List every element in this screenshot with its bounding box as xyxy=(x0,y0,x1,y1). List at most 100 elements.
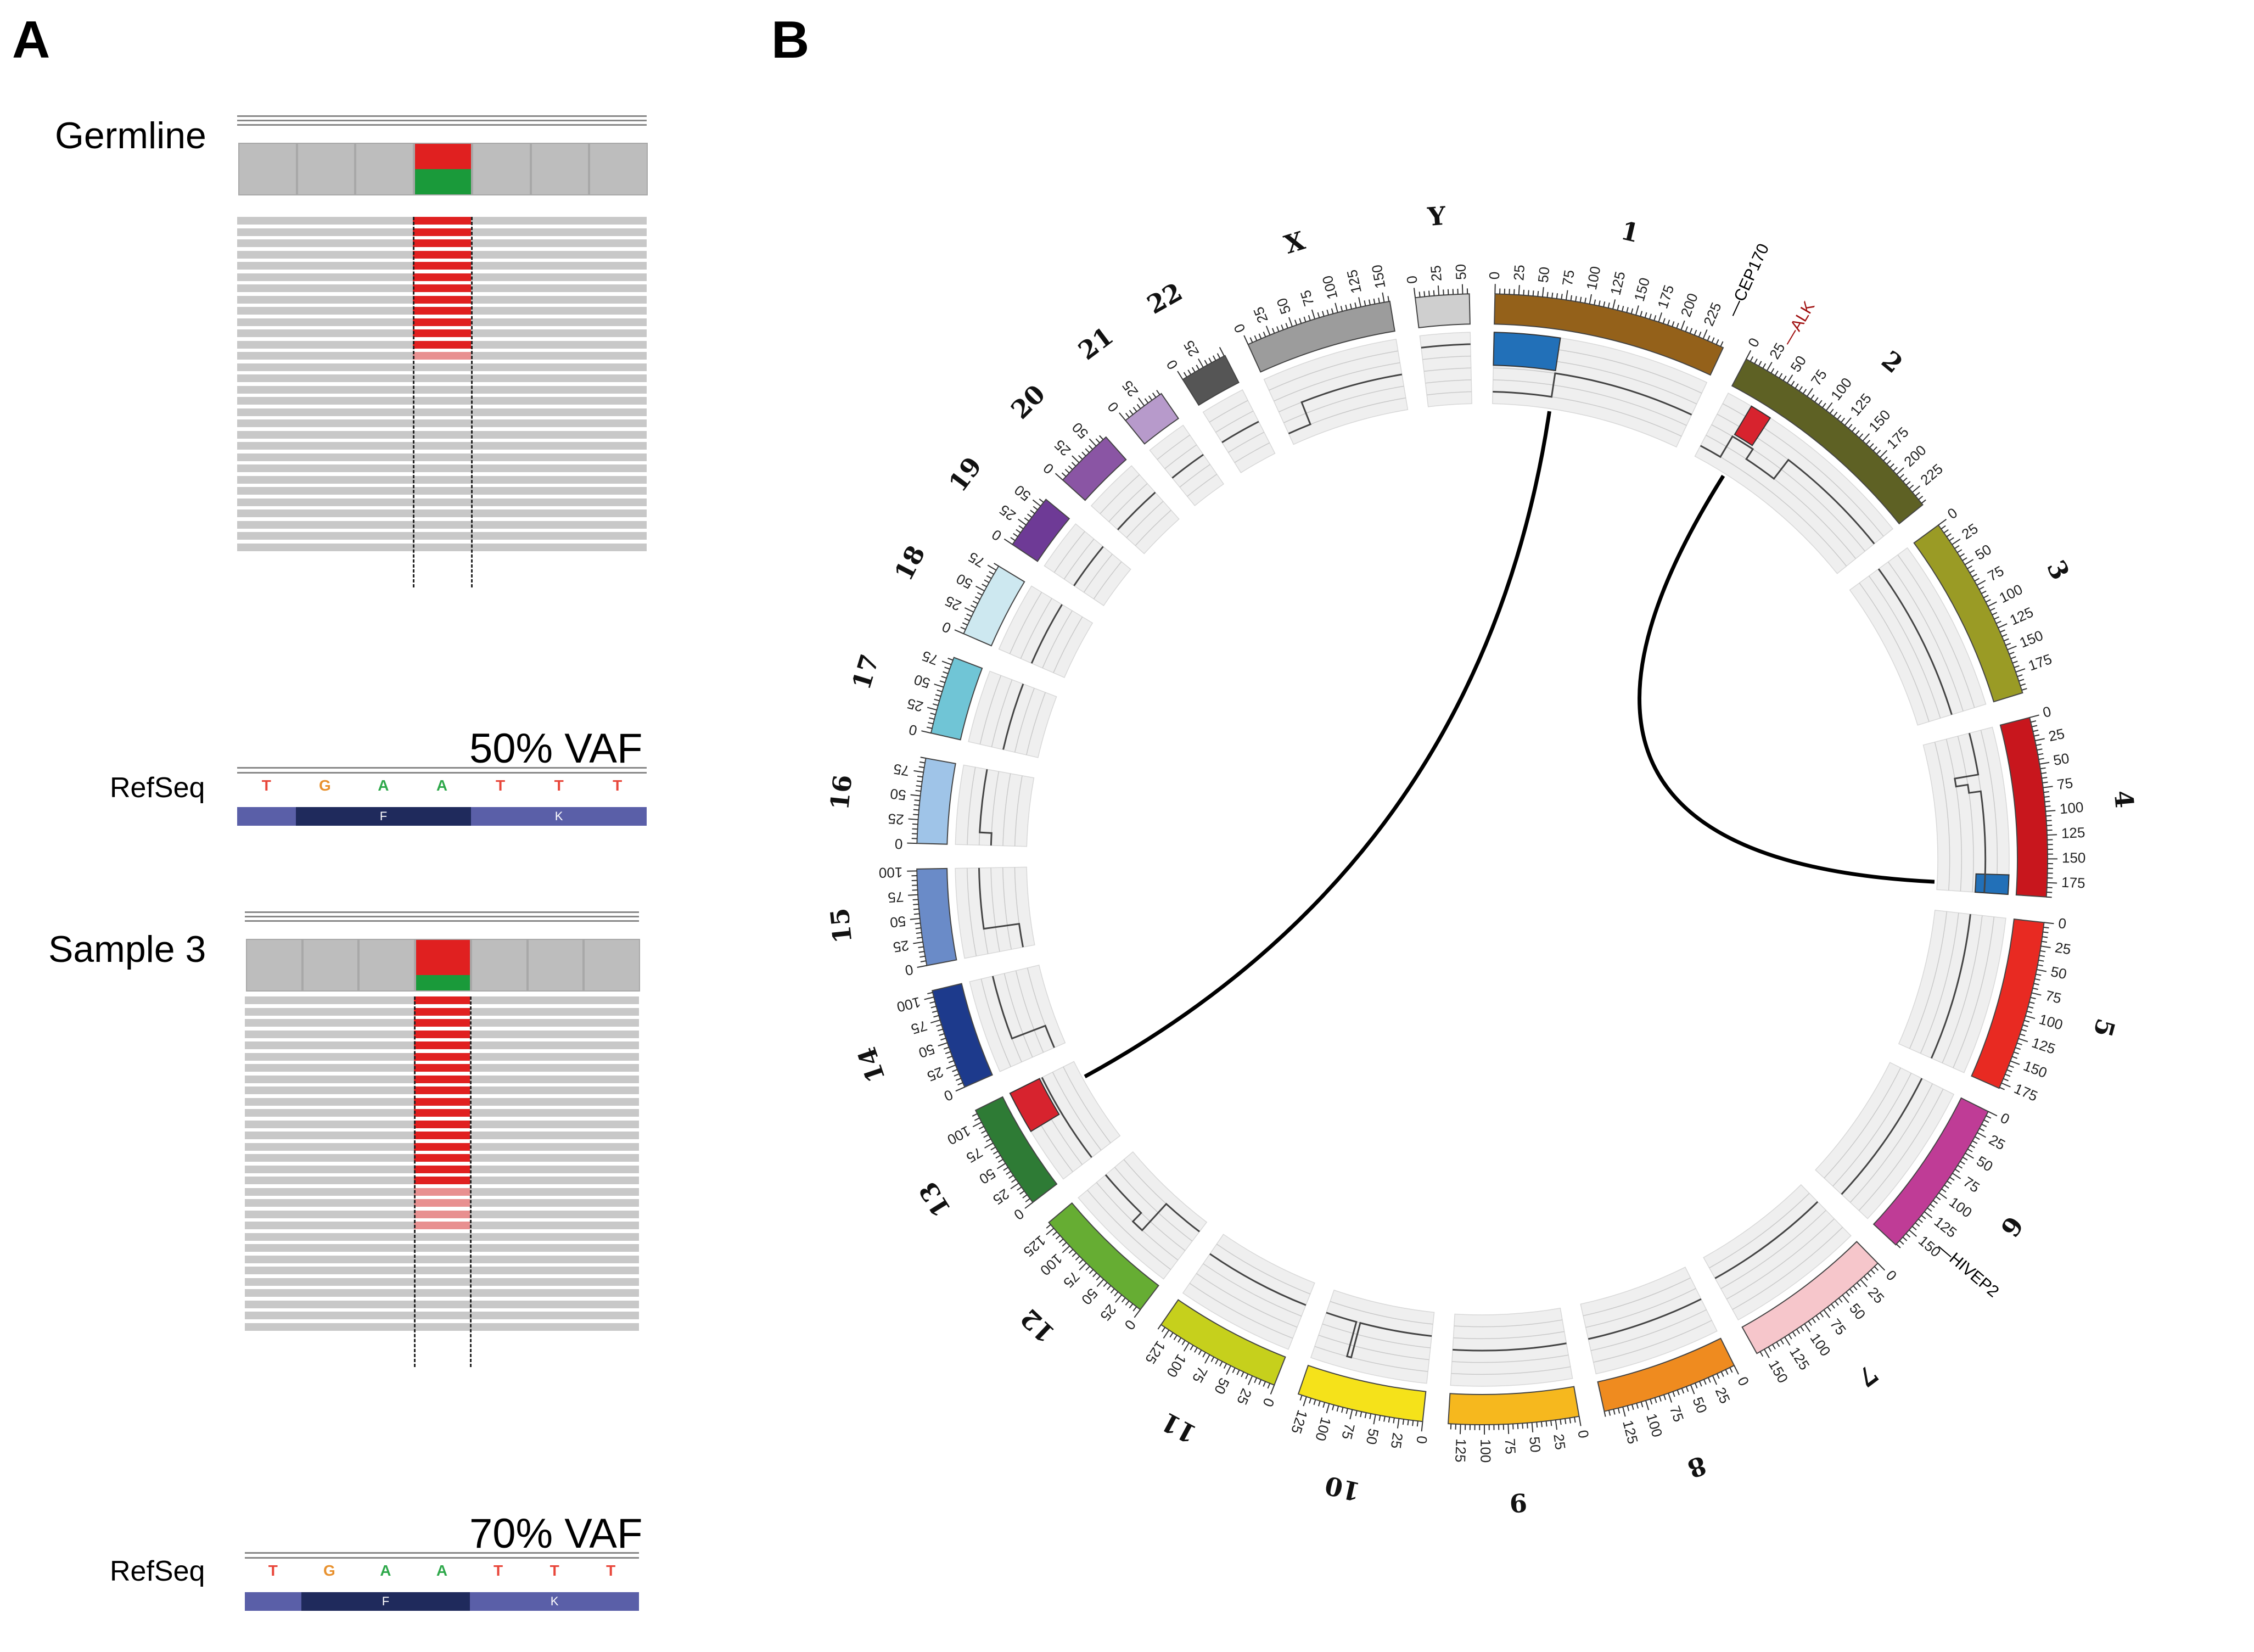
tick-mark xyxy=(2033,983,2039,985)
chrom-9-gridline xyxy=(1451,1366,1571,1375)
tick-mark xyxy=(1016,529,1021,534)
chrom-19-track xyxy=(1044,523,1131,607)
tick-mark xyxy=(1800,1326,1804,1331)
tick-mark xyxy=(2043,926,2049,929)
amino-acid: F xyxy=(301,1592,470,1611)
tick-mark xyxy=(1999,1087,2005,1090)
tick-mark xyxy=(913,908,919,910)
tick-mark xyxy=(1905,1233,1911,1238)
tick-mark xyxy=(1782,376,1787,381)
tick-mark xyxy=(1030,509,1035,514)
chrom-22-gridline xyxy=(1209,400,1248,423)
tick-mark xyxy=(1335,303,1338,313)
tick-label: 25 xyxy=(1986,1131,2008,1153)
column-guide xyxy=(412,217,414,587)
tick-mark xyxy=(1954,1168,1960,1173)
tick-label: 225 xyxy=(1700,300,1725,328)
tick-mark xyxy=(1712,1375,1718,1385)
tick-mark xyxy=(1018,525,1024,530)
read xyxy=(245,1278,639,1286)
read xyxy=(237,475,647,484)
tick-label: 150 xyxy=(1865,406,1893,435)
tick-label: 50 xyxy=(889,786,907,804)
tick-mark xyxy=(1849,1289,1854,1293)
tick-label: 50 xyxy=(1535,266,1553,283)
tick-mark xyxy=(1383,1416,1386,1422)
tick-mark xyxy=(912,823,918,825)
tick-mark xyxy=(1649,313,1652,320)
copy-number-line xyxy=(1877,568,1953,715)
variant-base xyxy=(412,295,472,304)
chrom-9-track xyxy=(1450,1307,1573,1387)
variant-base-faint xyxy=(413,1222,470,1229)
tick-mark xyxy=(2017,674,2023,677)
tick-mark xyxy=(1690,1385,1695,1395)
tick-label: 25 xyxy=(925,1063,946,1084)
tick-mark xyxy=(1219,347,1225,356)
tick-mark xyxy=(1062,1245,1070,1253)
header-line xyxy=(237,115,647,117)
chrom-13-gridline xyxy=(1052,1072,1102,1151)
amino-acid: K xyxy=(470,1592,639,1611)
tick-mark xyxy=(1187,369,1192,375)
tick-label: 100 xyxy=(879,864,903,881)
tick-mark xyxy=(2032,725,2038,727)
tick-label: 0 xyxy=(1745,335,1763,350)
tick-mark xyxy=(939,680,945,684)
tick-mark xyxy=(2015,668,2026,673)
tick-mark xyxy=(1565,290,1568,300)
tick-mark xyxy=(1522,1423,1524,1429)
tick-mark xyxy=(987,564,997,571)
tick-label: 50 xyxy=(976,1165,999,1188)
tick-mark xyxy=(1842,1295,1849,1303)
tick-mark xyxy=(1750,356,1754,362)
tick-mark xyxy=(1378,298,1380,304)
tick-mark xyxy=(1812,1318,1816,1323)
tick-mark xyxy=(1052,1231,1057,1236)
tick-mark xyxy=(1918,495,1924,500)
tick-mark xyxy=(2007,645,2017,651)
chrom-label-8: 8 xyxy=(1684,1450,1710,1484)
tick-mark xyxy=(1870,1269,1875,1274)
tick-mark xyxy=(2040,772,2047,774)
tick-mark xyxy=(1046,1224,1051,1229)
tick-mark xyxy=(1972,1140,1978,1144)
chrom-20-gridline xyxy=(1135,509,1171,546)
tick-label: 0 xyxy=(1122,1317,1140,1333)
tick-mark xyxy=(1071,462,1076,467)
tick-mark xyxy=(1169,1332,1174,1338)
tick-mark xyxy=(1877,1263,1886,1271)
tick-mark xyxy=(1947,1180,1952,1185)
tick-mark xyxy=(1072,1252,1077,1257)
tick-mark xyxy=(1249,337,1253,343)
tick-mark xyxy=(1103,1282,1108,1287)
tick-label: 25 xyxy=(888,810,905,828)
tick-mark xyxy=(1288,317,1293,327)
tick-mark xyxy=(962,622,968,626)
tick-mark xyxy=(1190,1345,1194,1351)
tick-label: 150 xyxy=(1369,264,1389,290)
tick-mark xyxy=(2046,892,2053,893)
tick-mark xyxy=(2030,996,2036,1000)
refseq-line xyxy=(237,772,647,774)
chrom-15-ideogram xyxy=(916,867,957,966)
tick-label: 50 xyxy=(1069,419,1092,443)
tick-mark xyxy=(1729,1367,1733,1373)
tick-mark xyxy=(1829,408,1834,414)
tick-mark xyxy=(1833,411,1838,417)
tick-mark xyxy=(1008,1174,1014,1179)
tick-label: 75 xyxy=(909,1017,929,1038)
tick-mark xyxy=(1979,1128,1985,1132)
sample3-vaf-label: 70% VAF xyxy=(469,1510,643,1557)
tick-label: 125 xyxy=(1452,1438,1470,1463)
coverage-bar xyxy=(589,143,648,195)
tick-mark xyxy=(1132,1306,1137,1312)
tick-mark xyxy=(2031,720,2037,723)
tick-label: 25 xyxy=(1233,1386,1255,1408)
tick-mark xyxy=(1869,443,1874,448)
copy-number-line xyxy=(1841,1078,1923,1195)
tick-mark xyxy=(2012,660,2018,664)
tick-mark xyxy=(1636,1403,1639,1409)
tick-mark xyxy=(1241,1371,1244,1377)
read xyxy=(237,487,647,495)
